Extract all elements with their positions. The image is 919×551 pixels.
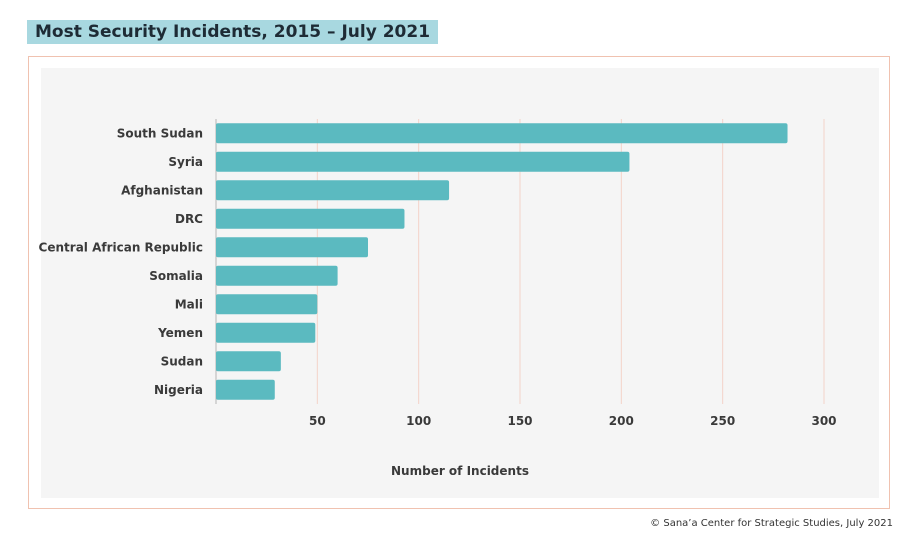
- x-tick-label: 150: [507, 414, 532, 428]
- bar: [216, 322, 316, 343]
- bar: [216, 180, 450, 201]
- category-label: Mali: [175, 297, 203, 311]
- category-label: Nigeria: [154, 383, 203, 397]
- bar: [216, 351, 281, 372]
- source-credit: © Sana’a Center for Strategic Studies, J…: [650, 518, 893, 529]
- bar: [216, 151, 630, 172]
- x-axis-label: Number of Incidents: [391, 464, 529, 478]
- category-label: DRC: [175, 212, 203, 226]
- x-tick-label: 200: [609, 414, 634, 428]
- category-label: Central African Republic: [39, 240, 203, 254]
- bar: [216, 123, 788, 144]
- category-label: Sudan: [161, 354, 203, 368]
- x-tick-label: 250: [710, 414, 735, 428]
- bar: [216, 294, 318, 315]
- x-tick-label: 300: [811, 414, 836, 428]
- bar: [216, 208, 405, 229]
- category-label: South Sudan: [117, 126, 203, 140]
- x-tick-label: 100: [406, 414, 431, 428]
- category-label: Somalia: [149, 269, 203, 283]
- chart-title: Most Security Incidents, 2015 – July 202…: [27, 20, 439, 44]
- bar: [216, 265, 338, 286]
- category-label: Syria: [168, 155, 203, 169]
- x-tick-label: 50: [309, 414, 326, 428]
- category-label: Afghanistan: [121, 183, 203, 197]
- bars: [216, 123, 788, 400]
- category-labels: South Sudan Syria Afghanistan DRC Central Af…: [39, 126, 204, 397]
- bar: [216, 379, 275, 400]
- x-tick-labels: 50 100 150 200 250 300: [309, 414, 837, 428]
- bar: [216, 237, 368, 258]
- category-label: Yemen: [157, 326, 203, 340]
